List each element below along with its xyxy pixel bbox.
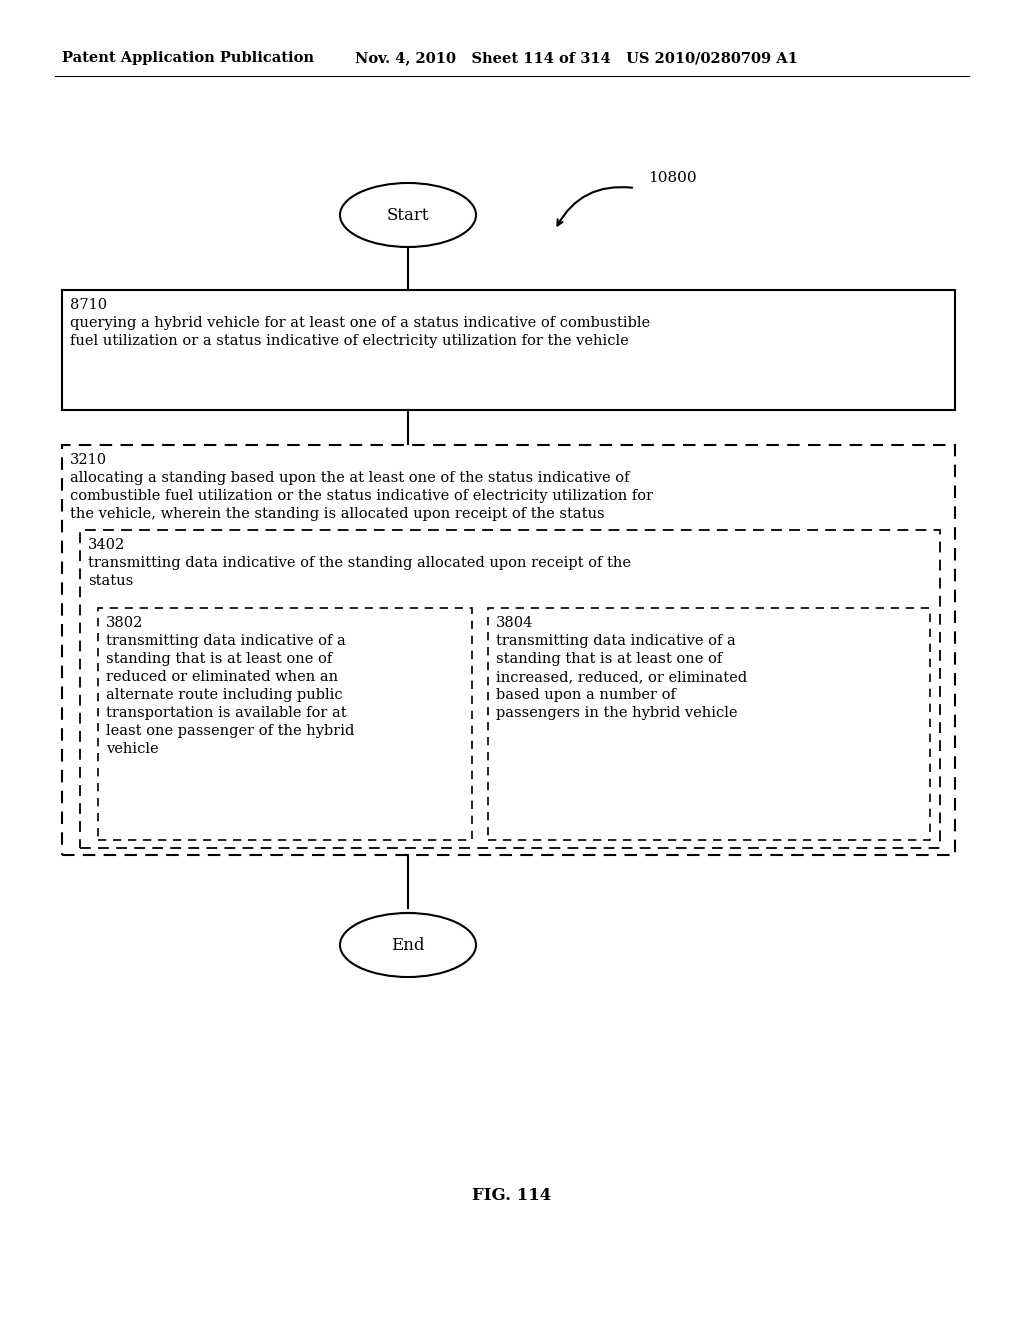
Text: 3210: 3210: [70, 453, 108, 467]
Text: vehicle: vehicle: [106, 742, 159, 756]
Text: allocating a standing based upon the at least one of the status indicative of: allocating a standing based upon the at …: [70, 471, 630, 484]
Text: Start: Start: [387, 206, 429, 223]
Text: transmitting data indicative of a: transmitting data indicative of a: [496, 634, 736, 648]
Text: standing that is at least one of: standing that is at least one of: [106, 652, 332, 667]
Text: Patent Application Publication: Patent Application Publication: [62, 51, 314, 65]
Ellipse shape: [340, 183, 476, 247]
Text: FIG. 114: FIG. 114: [472, 1187, 552, 1204]
Text: based upon a number of: based upon a number of: [496, 688, 676, 702]
Text: combustible fuel utilization or the status indicative of electricity utilization: combustible fuel utilization or the stat…: [70, 488, 653, 503]
Text: End: End: [391, 936, 425, 953]
Bar: [98, 609, 472, 840]
Text: 3402: 3402: [88, 539, 125, 552]
Bar: [62, 445, 955, 855]
Text: least one passenger of the hybrid: least one passenger of the hybrid: [106, 723, 354, 738]
Text: Nov. 4, 2010   Sheet 114 of 314   US 2010/0280709 A1: Nov. 4, 2010 Sheet 114 of 314 US 2010/02…: [355, 51, 798, 65]
Bar: [80, 531, 940, 847]
Text: passengers in the hybrid vehicle: passengers in the hybrid vehicle: [496, 706, 737, 719]
Text: fuel utilization or a status indicative of electricity utilization for the vehic: fuel utilization or a status indicative …: [70, 334, 629, 348]
Text: reduced or eliminated when an: reduced or eliminated when an: [106, 671, 338, 684]
Text: transportation is available for at: transportation is available for at: [106, 706, 347, 719]
Text: transmitting data indicative of a: transmitting data indicative of a: [106, 634, 346, 648]
Text: transmitting data indicative of the standing allocated upon receipt of the: transmitting data indicative of the stan…: [88, 556, 631, 570]
Ellipse shape: [340, 913, 476, 977]
Bar: [488, 609, 930, 840]
Text: 3802: 3802: [106, 616, 143, 630]
Text: increased, reduced, or eliminated: increased, reduced, or eliminated: [496, 671, 748, 684]
Text: 3804: 3804: [496, 616, 534, 630]
Text: alternate route including public: alternate route including public: [106, 688, 343, 702]
Text: 8710: 8710: [70, 298, 108, 312]
Text: the vehicle, wherein the standing is allocated upon receipt of the status: the vehicle, wherein the standing is all…: [70, 507, 604, 521]
Text: 10800: 10800: [648, 172, 696, 185]
Text: querying a hybrid vehicle for at least one of a status indicative of combustible: querying a hybrid vehicle for at least o…: [70, 315, 650, 330]
Text: status: status: [88, 574, 133, 587]
Text: standing that is at least one of: standing that is at least one of: [496, 652, 722, 667]
Bar: [62, 290, 955, 411]
